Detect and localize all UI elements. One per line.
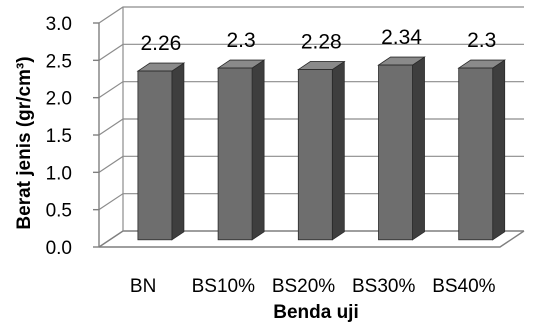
bar	[296, 60, 346, 241]
bar-front	[217, 67, 253, 241]
y-tick-label: 2.0	[46, 89, 72, 110]
y-tick-label: 0.5	[46, 201, 72, 222]
data-label: 2.3	[226, 29, 255, 52]
y-tick-label: 3.0	[46, 14, 72, 35]
bar-side	[331, 60, 345, 241]
x-tick-label: BS20%	[272, 276, 335, 297]
bar-side	[492, 59, 506, 241]
y-tick-label: 0.0	[46, 238, 72, 259]
gridline	[98, 6, 524, 24]
bar	[136, 62, 186, 241]
data-label: 2.3	[467, 29, 496, 52]
x-tick-label: BS10%	[192, 276, 255, 297]
bar	[457, 59, 507, 241]
bar-side	[412, 56, 425, 241]
bar-side	[251, 59, 265, 241]
x-tick-label: BS40%	[432, 276, 495, 297]
data-labels: 2.26 2.3 2.28 2.34 2.3	[140, 26, 496, 55]
bar-front	[458, 67, 494, 241]
bar-front	[378, 64, 413, 241]
y-tick-label: 1.5	[46, 126, 72, 147]
x-tick-label: BS30%	[352, 276, 415, 297]
y-tick-label: 1.0	[46, 163, 72, 184]
bar-side	[171, 62, 185, 241]
bar	[377, 56, 426, 241]
data-label: 2.34	[381, 26, 422, 49]
x-axis-title: Benda uji	[273, 302, 359, 323]
axes	[93, 7, 525, 248]
floor-front-edge	[99, 230, 525, 248]
bar	[216, 59, 266, 241]
y-tick-labels: 0.0 0.5 1.0 1.5 2.0 2.5 3.0	[46, 14, 72, 259]
x-tick-labels: BN BS10% BS20% BS30% BS40%	[130, 276, 496, 297]
data-label: 2.26	[140, 32, 181, 55]
bars	[136, 56, 507, 241]
data-label: 2.28	[301, 31, 342, 54]
y-tick-label: 2.5	[46, 51, 72, 72]
bar-front	[297, 69, 333, 241]
bar-front	[137, 70, 173, 241]
y-axis-title: Berat jenis (gr/cm³)	[14, 56, 35, 229]
x-tick-label: BN	[130, 276, 156, 297]
